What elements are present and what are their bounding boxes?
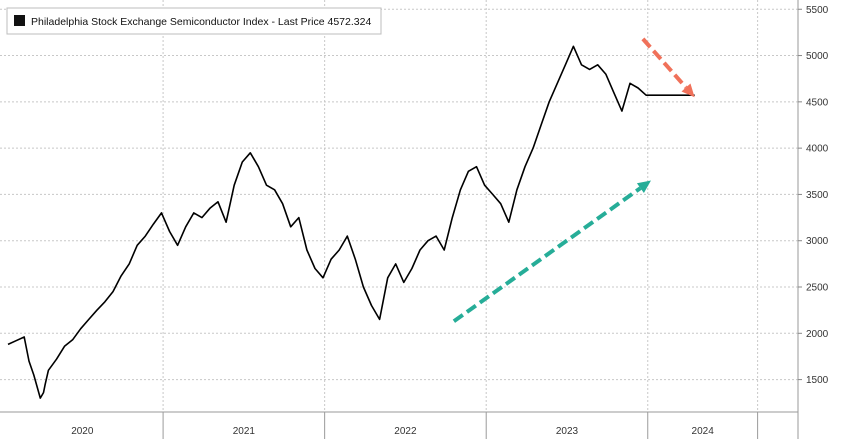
series-line: [7, 45, 695, 399]
legend-swatch: [14, 15, 25, 26]
gridlines: [0, 0, 799, 439]
arrow-head: [681, 83, 695, 98]
y-tick-label: 3500: [806, 190, 829, 201]
annotation-arrows: [452, 37, 695, 323]
x-tick-label: 2023: [556, 426, 579, 437]
legend: Philadelphia Stock Exchange Semiconducto…: [6, 7, 382, 35]
x-tick-label: 2024: [692, 426, 715, 437]
y-tick-label: 2000: [806, 329, 829, 340]
y-axis-labels: 1500 2000 2500 3000 3500 4000 4500 5000 5500: [798, 5, 829, 386]
x-axis-labels: 2020 2021 2022 2023 2024: [71, 412, 759, 439]
y-tick-label: 5000: [806, 51, 829, 62]
series-layer: [7, 45, 695, 399]
y-tick-label: 4500: [806, 97, 829, 108]
x-tick-label: 2021: [233, 426, 256, 437]
arrow-shaft: [452, 186, 642, 323]
arrow-shaft: [641, 37, 688, 89]
x-tick-label: 2020: [71, 426, 94, 437]
y-tick-label: 3000: [806, 236, 829, 247]
arrow-head: [636, 180, 651, 193]
legend-label: Philadelphia Stock Exchange Semiconducto…: [31, 16, 371, 28]
x-tick-label: 2022: [394, 426, 417, 437]
y-tick-label: 4000: [806, 144, 829, 155]
y-tick-label: 2500: [806, 283, 829, 294]
y-tick-label: 1500: [806, 375, 829, 386]
legend-box: [6, 7, 382, 35]
y-tick-label: 5500: [806, 5, 829, 16]
